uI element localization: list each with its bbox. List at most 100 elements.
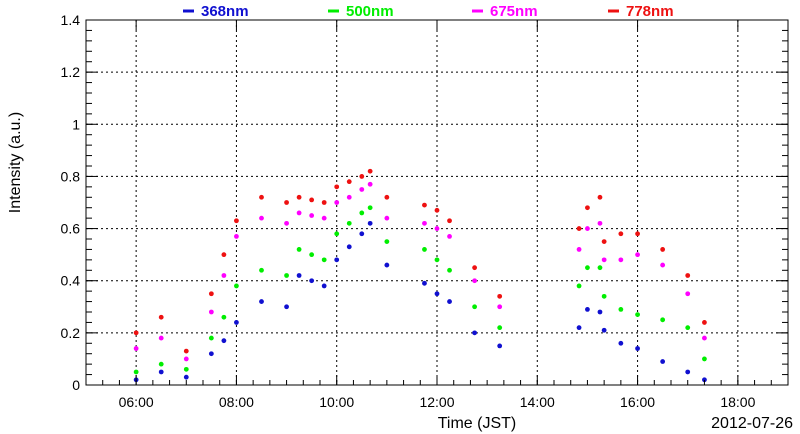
- data-point: [309, 252, 315, 258]
- series-778nm: [133, 168, 707, 354]
- data-point: [259, 299, 264, 304]
- data-point: [702, 320, 707, 325]
- data-point: [234, 283, 239, 289]
- data-point: [434, 207, 440, 213]
- data-point: [334, 231, 340, 237]
- data-point: [685, 369, 691, 375]
- x-tick-label: 14:00: [520, 394, 555, 410]
- data-point: [585, 226, 590, 231]
- data-point: [576, 226, 582, 231]
- y-tick-label: 1.2: [61, 64, 81, 80]
- data-point: [618, 340, 624, 346]
- y-tick-label: 0: [72, 377, 80, 393]
- data-point: [635, 252, 640, 258]
- data-point: [635, 312, 640, 318]
- series-500nm: [133, 205, 707, 375]
- data-point: [158, 314, 164, 320]
- data-point: [359, 231, 365, 237]
- data-point: [234, 218, 239, 224]
- data-point: [284, 220, 289, 226]
- data-point: [158, 361, 164, 367]
- data-point: [359, 210, 365, 216]
- data-point: [422, 202, 427, 208]
- data-point: [384, 215, 390, 221]
- data-point: [597, 220, 603, 226]
- data-point: [296, 194, 302, 200]
- data-point: [472, 278, 478, 284]
- data-point: [183, 374, 189, 380]
- data-point: [434, 226, 440, 231]
- data-point: [208, 309, 214, 315]
- data-point: [497, 304, 503, 310]
- series-layer: [133, 168, 707, 383]
- data-point: [296, 210, 302, 216]
- x-tick-label: 08:00: [219, 394, 254, 410]
- data-point: [601, 293, 607, 299]
- data-point: [422, 247, 427, 252]
- data-point: [384, 239, 390, 245]
- x-tick-label: 06:00: [119, 394, 154, 410]
- data-point: [702, 356, 707, 362]
- data-point: [422, 280, 427, 286]
- data-point: [284, 304, 289, 310]
- data-point: [685, 273, 691, 278]
- y-tick-label: 1.4: [61, 12, 81, 28]
- data-point: [309, 278, 315, 284]
- data-point: [346, 179, 352, 185]
- data-point: [472, 330, 478, 336]
- data-point: [321, 215, 327, 221]
- x-tick-label: 16:00: [620, 394, 655, 410]
- data-point: [597, 309, 603, 315]
- data-point: [384, 262, 390, 268]
- data-point: [221, 273, 227, 278]
- data-point: [497, 343, 503, 349]
- data-point: [618, 231, 624, 237]
- data-point: [472, 265, 478, 271]
- data-point: [158, 369, 164, 375]
- data-point: [685, 325, 691, 331]
- data-point: [585, 265, 590, 271]
- data-point: [296, 273, 302, 278]
- data-point: [447, 218, 452, 224]
- data-point: [321, 200, 327, 205]
- data-point: [601, 239, 607, 245]
- data-point: [472, 304, 478, 310]
- y-tick-label: 0.2: [61, 325, 81, 341]
- data-point: [576, 325, 582, 331]
- data-point: [346, 244, 352, 250]
- data-point: [367, 205, 373, 211]
- data-point: [618, 257, 624, 263]
- data-point: [309, 197, 315, 203]
- date-label: 2012-07-26: [711, 415, 793, 432]
- data-point: [601, 327, 607, 333]
- data-point: [367, 181, 373, 187]
- data-point: [422, 220, 427, 226]
- data-point: [447, 233, 452, 239]
- legend-label: 675nm: [490, 3, 538, 20]
- data-point: [702, 335, 707, 341]
- data-point: [447, 267, 452, 273]
- data-point: [660, 317, 666, 323]
- data-point: [359, 174, 365, 179]
- data-point: [660, 359, 666, 364]
- data-point: [585, 306, 590, 312]
- data-point: [334, 257, 340, 263]
- legend-label: 778nm: [626, 3, 674, 20]
- x-tick-label: 12:00: [419, 394, 454, 410]
- data-point: [576, 283, 582, 289]
- data-point: [635, 231, 640, 237]
- y-tick-label: 0.6: [61, 221, 81, 237]
- data-point: [208, 335, 214, 341]
- data-point: [601, 257, 607, 263]
- data-point: [221, 252, 227, 258]
- data-point: [259, 267, 264, 273]
- data-point: [497, 325, 503, 331]
- data-point: [576, 247, 582, 252]
- data-point: [635, 346, 640, 351]
- data-point: [321, 283, 327, 289]
- legend-label: 500nm: [346, 3, 394, 20]
- data-point: [133, 346, 139, 351]
- data-point: [660, 262, 666, 268]
- data-point: [660, 247, 666, 252]
